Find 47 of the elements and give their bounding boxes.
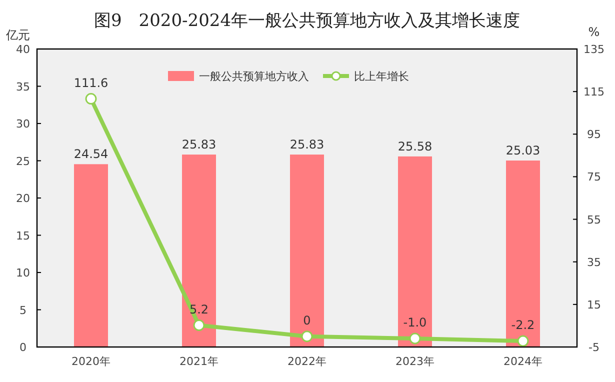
data-label: 25.83 [290,138,324,152]
y-tick-label: 5 [20,304,26,317]
y2-tick-label: -5 [588,341,600,354]
y2-tick-label: 35 [587,256,601,269]
data-label: -2.2 [511,318,535,332]
y2-tick-label: 15 [587,298,601,312]
point [517,335,529,347]
y-tick-label: 25 [16,154,30,168]
y2-tick-label: 135 [584,43,604,56]
y2-tick-label: 95 [587,128,601,142]
chart-title: 图9 2020-2024年一般公共预算地方收入及其增长速度 [94,11,520,31]
legend-label: 一般公共预算地方收入 [199,70,309,83]
x-tick-label: 2023年 [396,355,434,368]
data-label: 111.6 [74,76,108,90]
data-label: 24.54 [74,147,108,162]
data-label: 25.03 [506,144,540,158]
y-tick-label: 35 [16,80,30,94]
bar [398,156,432,347]
y2-axis-title: % [588,25,600,39]
data-label: 5.2 [189,302,209,316]
y-tick-label: 15 [16,229,30,242]
x-tick-label: 2024年 [504,355,542,368]
y-tick-label: 30 [16,118,30,130]
bar [506,160,540,347]
point [301,330,313,342]
point [409,332,421,344]
bar [74,164,108,347]
point [85,93,97,105]
x-tick-label: 2020年 [72,355,110,368]
x-tick-label: 2021年 [180,355,218,368]
bar [182,154,216,347]
x-tick-label: 2022年 [288,355,326,368]
y2-tick-label: 55 [587,213,601,226]
y-tick-label: 0 [20,341,26,354]
y-tick-label: 20 [16,192,30,205]
y-tick-label: 10 [16,266,30,280]
data-label: -1.0 [403,315,427,330]
data-label: 25.83 [182,138,216,152]
y-axis-title: 亿元 [5,28,30,42]
y-tick-label: 40 [16,43,30,56]
legend-label: 比上年增长 [354,70,409,83]
point [193,320,205,332]
y2-tick-label: 115 [584,86,604,99]
data-label: 25.58 [398,139,432,154]
y2-tick-label: 75 [587,170,601,184]
data-label: 0 [303,313,311,328]
bar [290,154,324,347]
